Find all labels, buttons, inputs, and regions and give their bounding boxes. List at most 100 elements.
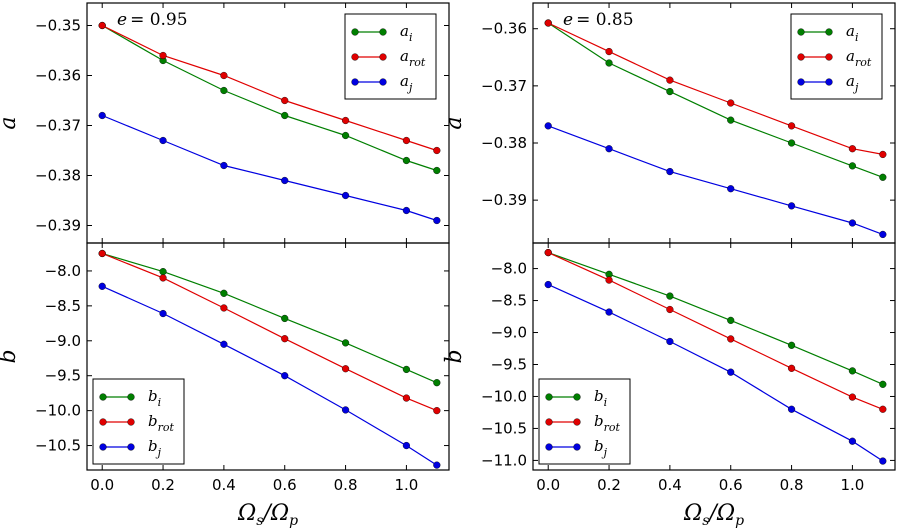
annotation-value: = 0.85 [576, 10, 634, 30]
y-axis-label: b [0, 349, 21, 363]
legend-marker [99, 443, 107, 451]
point-b_rot [220, 304, 228, 312]
y-tick-label: −10.0 [35, 402, 81, 420]
point-b_j [433, 461, 441, 469]
legend-label-a_j: aj [846, 72, 859, 94]
point-b_j [220, 340, 228, 348]
x-tick-label: 1.0 [394, 476, 418, 494]
point-b_i [666, 292, 674, 300]
point-a_rot [787, 122, 796, 130]
point-b_rot [402, 394, 411, 402]
point-b_rot [433, 407, 441, 415]
y-tick-label: −0.39 [35, 217, 81, 235]
legend-marker [127, 418, 135, 426]
legend-label-b_rot-base: b [148, 412, 158, 430]
point-b_i [727, 316, 735, 324]
y-tick-label: −8.0 [45, 262, 81, 280]
y-tick-label: −10.0 [481, 387, 527, 405]
y-tick-label: −0.37 [481, 77, 527, 95]
legend-marker [351, 28, 359, 36]
legend-label-b_i: bi [594, 387, 607, 409]
legend-label-a_i-sub: i [409, 31, 413, 44]
legend-marker [573, 443, 581, 451]
legend-label-a_rot: arot [846, 47, 872, 69]
legend-marker [545, 393, 553, 401]
series-line-a_j [547, 125, 884, 235]
point-a_j [787, 202, 796, 210]
legend-label-b_j-sub: j [155, 446, 162, 459]
y-axis-label: a [0, 116, 21, 129]
annotation-var: e [563, 10, 573, 30]
point-b_i [281, 314, 289, 323]
legend-marker [825, 28, 833, 36]
point-b_i [341, 339, 350, 347]
legend-label-b_j-base: b [594, 437, 604, 455]
legend-marker [127, 443, 135, 451]
legend-marker [99, 393, 107, 401]
point-b_j [98, 282, 106, 290]
legend-label-b_rot: brot [594, 412, 620, 434]
point-a_rot [605, 47, 613, 56]
legend-label-b_j: bj [594, 437, 608, 459]
legend-label-b_j: bj [148, 437, 162, 459]
point-a_i [220, 86, 228, 95]
point-b_j [281, 372, 289, 380]
x-tick-label: 1.0 [840, 476, 864, 494]
legend-marker [573, 393, 581, 401]
point-b_rot [879, 405, 887, 413]
x-tick-label: 0.4 [212, 476, 236, 494]
legend-label-a_rot-sub: rot [409, 56, 426, 69]
legend-marker [797, 78, 805, 86]
point-b_rot [544, 248, 552, 257]
point-a_i [433, 166, 441, 175]
point-a_i [341, 131, 350, 140]
legend-label-b_j-base: b [148, 437, 158, 455]
point-b_i [787, 341, 796, 349]
y-tick-label: −9.5 [491, 355, 527, 373]
legend-label-a_rot-base: a [846, 47, 855, 65]
legend-label-a_j: aj [400, 72, 413, 94]
y-tick-label: −9.0 [491, 324, 527, 342]
x-tick-label: 0.6 [719, 476, 743, 494]
point-a_i [402, 156, 411, 165]
x-tick-label: 0.0 [90, 476, 114, 494]
legend-label-a_rot-sub: rot [855, 56, 872, 69]
legend-label-b_rot: brot [148, 412, 174, 434]
point-a_rot [879, 150, 887, 159]
x-tick-label: 0.8 [334, 476, 358, 494]
legend-marker [379, 78, 387, 86]
y-tick-label: −0.36 [35, 67, 81, 85]
point-b_rot [848, 393, 857, 401]
legend-label-a_i-base: a [400, 22, 409, 40]
point-b_i [879, 380, 887, 388]
legend-marker [127, 393, 135, 401]
legend-label-a_i-sub: i [855, 31, 859, 44]
point-a_rot [341, 116, 350, 125]
x-tick-label: 0.4 [658, 476, 682, 494]
point-a_j [220, 161, 228, 170]
point-b_j [787, 405, 796, 413]
point-b_rot [787, 364, 796, 372]
y-tick-label: −0.38 [481, 134, 527, 152]
point-b_j [341, 406, 350, 414]
legend-label-a_i: ai [846, 22, 858, 44]
point-a_i [879, 173, 887, 181]
point-b_j [544, 280, 552, 289]
annotation-value: = 0.95 [130, 10, 188, 30]
point-a_j [433, 216, 441, 225]
point-b_j [727, 368, 735, 376]
x-axis-label-part: Ω [683, 501, 702, 526]
point-b_i [433, 379, 441, 387]
legend-label-b_j-sub: j [601, 446, 608, 459]
point-a_rot [159, 51, 167, 60]
legend-marker [545, 418, 553, 426]
x-tick-label: 0.2 [151, 476, 175, 494]
point-a_j [879, 230, 887, 239]
point-b_j [605, 308, 613, 316]
point-a_i [281, 111, 289, 120]
point-b_i [848, 367, 857, 375]
point-b_rot [341, 365, 350, 373]
y-tick-label: −8.5 [45, 297, 81, 315]
